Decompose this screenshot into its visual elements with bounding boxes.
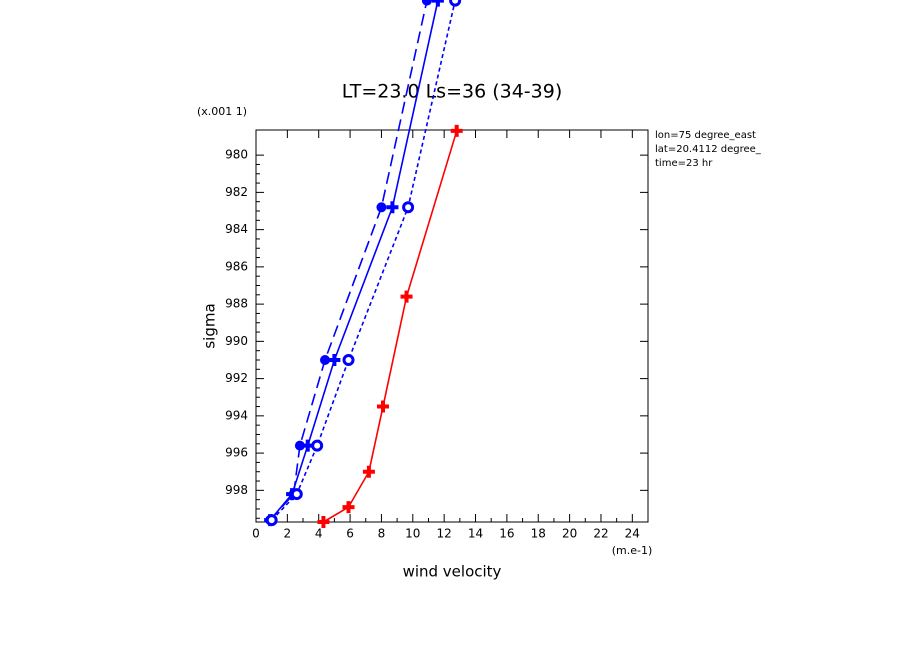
y-tick-label: 984: [225, 222, 248, 236]
plot-frame: [255, 129, 649, 523]
marker: [377, 400, 390, 413]
y-tick-label: 994: [225, 408, 248, 422]
marker: [319, 354, 330, 365]
x-tick-label: 2: [284, 527, 292, 541]
annotation: lon=75 degree_east: [655, 130, 756, 141]
x-tick-label: 18: [531, 527, 546, 541]
y-tick-label: 988: [225, 297, 248, 311]
marker: [317, 516, 330, 528]
marker: [449, 0, 462, 7]
y-tick-label: 990: [225, 334, 248, 348]
marker: [421, 0, 432, 6]
marker: [290, 488, 303, 501]
x-unit: (m.e-1): [612, 544, 653, 557]
marker: [294, 440, 305, 451]
marker: [265, 514, 278, 527]
marker: [311, 439, 324, 452]
y-tick-label: 992: [225, 371, 248, 385]
marker: [362, 465, 375, 478]
annotation: lat=20.4112 degree_: [655, 144, 762, 155]
marker: [402, 201, 415, 214]
y-tick-label: 980: [225, 148, 248, 162]
marker: [328, 353, 341, 366]
series-line: [269, 0, 428, 521]
marker: [400, 290, 413, 303]
x-tick-label: 14: [468, 527, 483, 541]
marker: [342, 353, 355, 366]
y-tick-label: 982: [225, 185, 248, 199]
x-tick-label: 6: [346, 527, 354, 541]
x-axis-label: wind velocity: [403, 563, 502, 581]
marker: [342, 501, 355, 514]
series-line: [271, 0, 456, 521]
series-line: [323, 130, 458, 523]
annotation: time=23 hr: [655, 158, 713, 169]
x-tick-label: 20: [562, 527, 577, 541]
y-tick-label: 996: [225, 446, 248, 460]
marker: [450, 124, 463, 137]
x-tick-label: 4: [315, 527, 323, 541]
y-axis-label: sigma: [201, 303, 219, 348]
x-tick-label: 12: [437, 527, 452, 541]
x-tick-label: 16: [499, 527, 514, 541]
x-tick-label: 24: [625, 527, 640, 541]
chart-title: LT=23.0 Ls=36 (34-39): [342, 81, 563, 103]
x-tick-label: 22: [593, 527, 608, 541]
x-tick-label: 8: [378, 527, 386, 541]
y-tick-label: 998: [225, 483, 248, 497]
series-line: [269, 0, 439, 521]
marker: [431, 0, 444, 7]
x-tick-label: 0: [252, 527, 260, 541]
y-tick-label: 986: [225, 259, 248, 273]
y-unit: (x.001 1): [197, 105, 247, 118]
x-tick-label: 10: [405, 527, 420, 541]
marker: [386, 201, 399, 214]
marker: [376, 202, 387, 213]
